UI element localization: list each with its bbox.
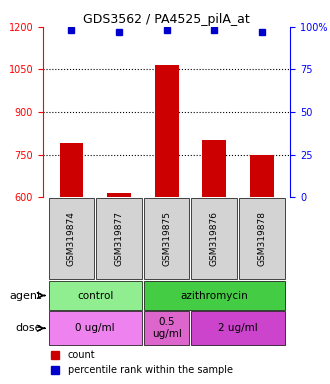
Text: 0 ug/ml: 0 ug/ml xyxy=(76,323,115,333)
FancyBboxPatch shape xyxy=(144,281,285,310)
Text: GSM319874: GSM319874 xyxy=(67,211,76,266)
Bar xyxy=(155,65,179,197)
Text: azithromycin: azithromycin xyxy=(181,291,248,301)
Text: count: count xyxy=(68,350,95,360)
Bar xyxy=(107,193,131,197)
FancyBboxPatch shape xyxy=(191,311,285,345)
Bar xyxy=(202,141,226,197)
FancyBboxPatch shape xyxy=(239,198,285,280)
Text: agent: agent xyxy=(10,291,42,301)
FancyBboxPatch shape xyxy=(144,311,189,345)
Text: GSM319878: GSM319878 xyxy=(257,211,266,266)
Text: GSM319875: GSM319875 xyxy=(162,211,171,266)
Text: percentile rank within the sample: percentile rank within the sample xyxy=(68,365,233,375)
Text: control: control xyxy=(77,291,114,301)
FancyBboxPatch shape xyxy=(49,198,94,280)
Text: dose: dose xyxy=(16,323,42,333)
FancyBboxPatch shape xyxy=(49,281,142,310)
FancyBboxPatch shape xyxy=(49,311,142,345)
FancyBboxPatch shape xyxy=(144,198,189,280)
Text: GSM319876: GSM319876 xyxy=(210,211,219,266)
Text: GSM319877: GSM319877 xyxy=(115,211,123,266)
FancyBboxPatch shape xyxy=(191,198,237,280)
Bar xyxy=(250,155,274,197)
FancyBboxPatch shape xyxy=(96,198,142,280)
Title: GDS3562 / PA4525_pilA_at: GDS3562 / PA4525_pilA_at xyxy=(83,13,250,26)
Bar xyxy=(59,143,83,197)
Text: 2 ug/ml: 2 ug/ml xyxy=(218,323,258,333)
Text: 0.5
ug/ml: 0.5 ug/ml xyxy=(152,318,182,339)
